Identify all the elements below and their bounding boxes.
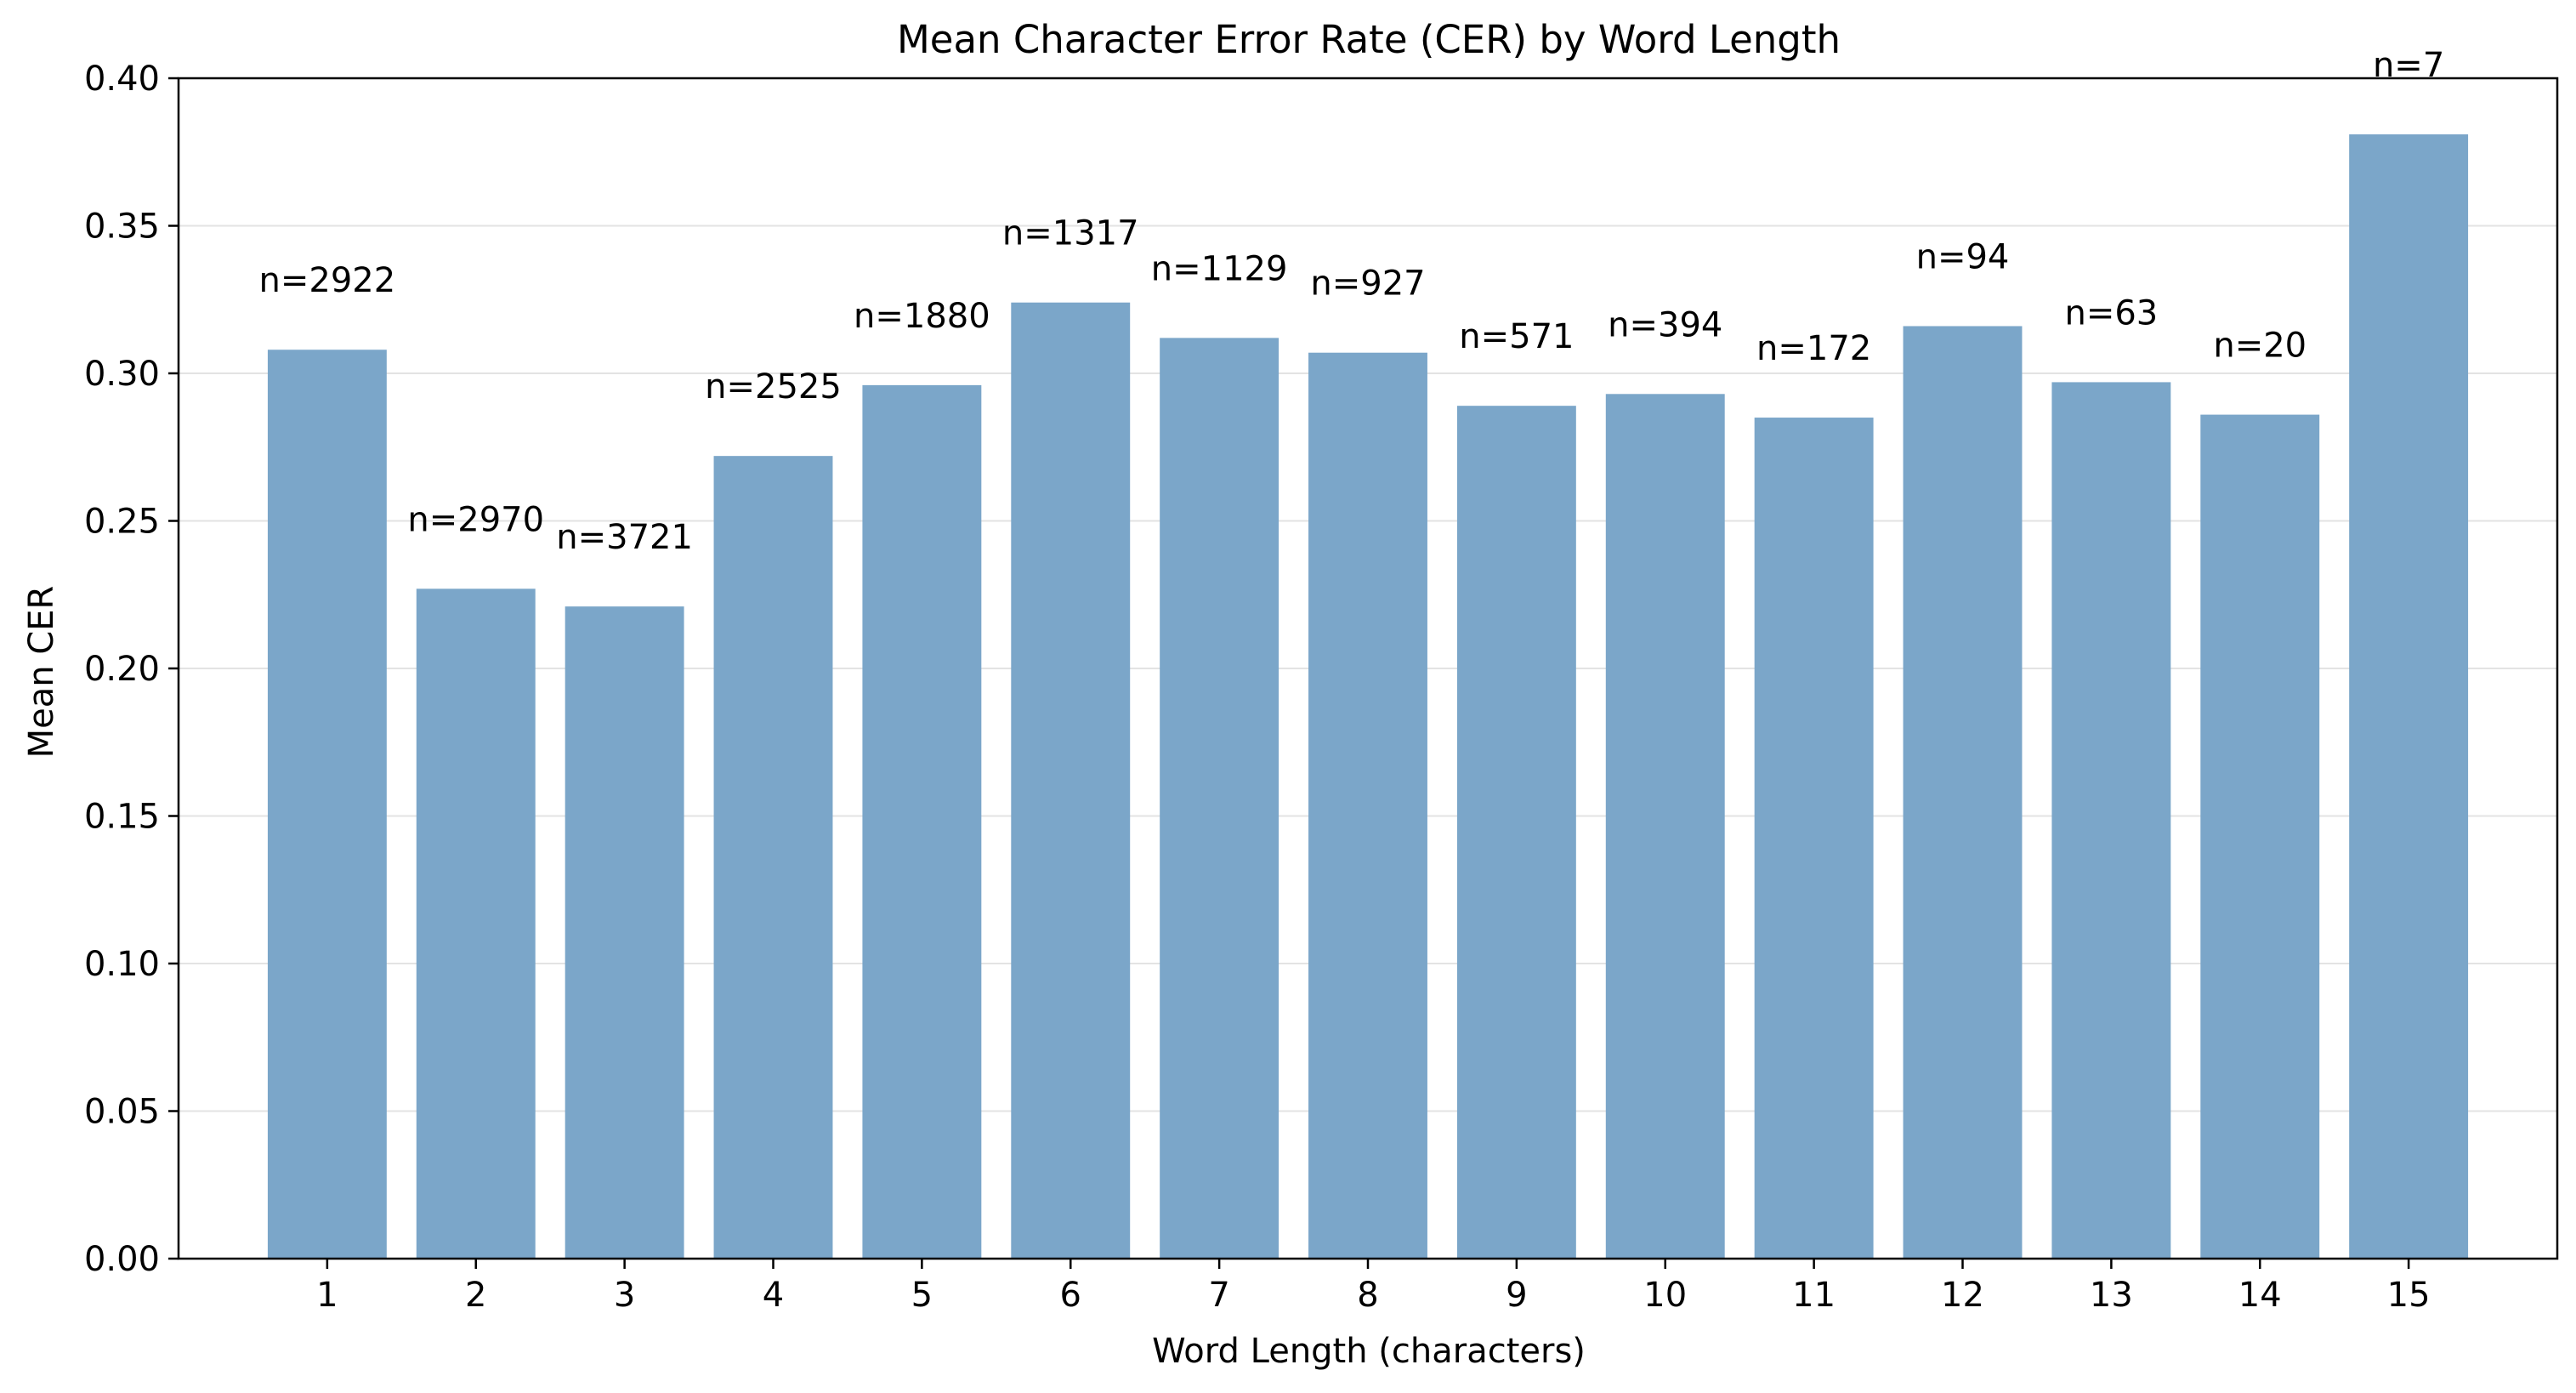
bar	[267, 350, 387, 1259]
x-axis-label: Word Length (characters)	[1152, 1332, 1586, 1371]
y-tick-label: 0.20	[84, 650, 160, 689]
bar-value-label: n=63	[2064, 293, 2158, 333]
bar-value-label: n=1317	[1002, 214, 1139, 253]
x-tick-label: 13	[2090, 1276, 2133, 1315]
bar	[862, 384, 982, 1259]
bar-value-label: n=571	[1459, 317, 1574, 356]
bar	[416, 588, 536, 1259]
chart-title: Mean Character Error Rate (CER) by Word …	[897, 17, 1841, 62]
x-tick-label: 1	[316, 1276, 338, 1315]
bar	[2200, 414, 2320, 1259]
bar-value-label: n=927	[1310, 264, 1425, 304]
bars-layer	[267, 134, 2469, 1259]
bar-value-label: n=2525	[705, 367, 842, 407]
y-tick-label: 0.35	[84, 208, 160, 247]
y-tick-label: 0.25	[84, 503, 160, 542]
x-tick-label: 5	[911, 1276, 933, 1315]
y-axis: 0.00 0.05 0.10 0.15 0.20 0.25 0.30 0.35 0.40	[84, 60, 179, 1279]
bar-value-label: n=394	[1608, 305, 1722, 344]
bar	[565, 606, 684, 1259]
bar	[1903, 326, 2023, 1259]
x-tick-label: 12	[1941, 1276, 1984, 1315]
x-tick-label: 2	[465, 1276, 486, 1315]
bar-value-label: n=3721	[556, 518, 693, 557]
bar	[713, 456, 833, 1259]
bar-value-label: n=1129	[1151, 249, 1288, 288]
bar	[1308, 352, 1427, 1259]
x-tick-label: 4	[763, 1276, 784, 1315]
x-tick-label: 7	[1208, 1276, 1229, 1315]
bar	[1605, 394, 1725, 1259]
bar-value-label: n=172	[1756, 329, 1871, 368]
bar-value-label: n=2922	[259, 261, 396, 300]
bar	[1011, 302, 1131, 1259]
x-tick-label: 3	[614, 1276, 635, 1315]
x-tick-label: 10	[1643, 1276, 1687, 1315]
x-tick-label: 15	[2387, 1276, 2431, 1315]
x-tick-label: 8	[1357, 1276, 1378, 1315]
bar-value-label: n=20	[2213, 327, 2306, 366]
y-tick-label: 0.10	[84, 945, 160, 984]
y-tick-label: 0.40	[84, 60, 160, 99]
y-tick-label: 0.05	[84, 1093, 160, 1132]
y-tick-label: 0.00	[84, 1240, 160, 1279]
x-tick-label: 9	[1506, 1276, 1527, 1315]
x-axis: 1 2 3 4 5 6 7 8 9 10 11 12 13 14 15	[316, 1259, 2431, 1315]
y-axis-label: Mean CER	[22, 586, 61, 759]
bar	[2051, 382, 2171, 1259]
bar	[1456, 406, 1576, 1259]
y-tick-label: 0.30	[84, 355, 160, 394]
x-tick-label: 6	[1060, 1276, 1081, 1315]
y-tick-label: 0.15	[84, 798, 160, 837]
bar	[1754, 418, 1874, 1259]
x-tick-label: 11	[1792, 1276, 1836, 1315]
bar	[2349, 134, 2469, 1259]
x-tick-label: 14	[2238, 1276, 2282, 1315]
bar-value-label: n=2970	[407, 500, 544, 539]
bar	[1160, 338, 1279, 1259]
bar-value-label: n=94	[1916, 237, 2010, 276]
bar-value-label: n=1880	[854, 297, 990, 336]
